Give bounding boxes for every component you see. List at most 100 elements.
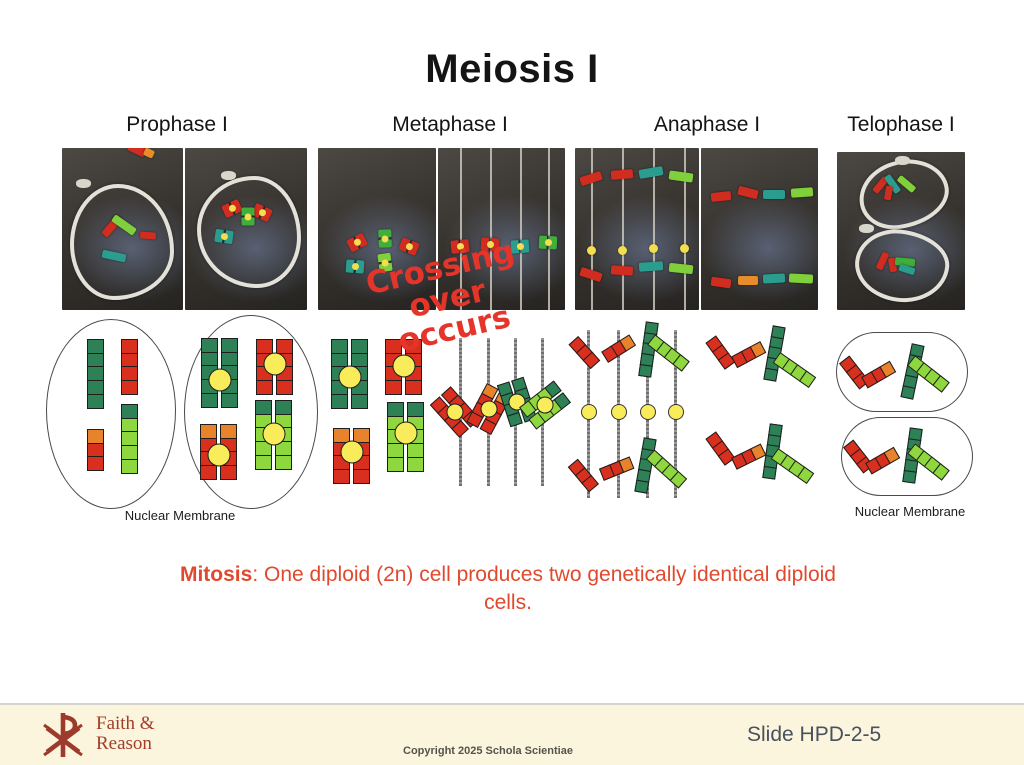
- decor: [770, 448, 815, 485]
- decor: [405, 380, 422, 396]
- chromosome: [567, 458, 600, 493]
- decor: [568, 335, 601, 370]
- decor: [256, 380, 273, 396]
- chromosome: [645, 449, 688, 489]
- decor: [591, 148, 593, 310]
- phase-label-anaphase: Anaphase I: [653, 113, 761, 136]
- decor: [200, 465, 217, 481]
- decor: [221, 171, 236, 180]
- rope-nuclear-membrane: [197, 176, 301, 288]
- chromosome-pair: [387, 402, 424, 472]
- photo-prophase-model-2: [185, 148, 307, 310]
- decor: [737, 185, 759, 200]
- decor: [221, 338, 238, 408]
- phase-label-metaphase: Metaphase I: [392, 113, 508, 136]
- chromosome-pair: [200, 424, 237, 481]
- decor: [87, 393, 104, 409]
- decor: [43, 748, 52, 757]
- chromosome-pair: [331, 339, 368, 409]
- chromosome: [87, 339, 104, 409]
- decor: [142, 148, 156, 159]
- decor: [638, 165, 664, 180]
- decor: [490, 148, 492, 310]
- centromere-dot: [640, 404, 656, 420]
- decor: [353, 469, 370, 485]
- decor: [900, 385, 916, 400]
- photo-anaphase-model-1: [575, 148, 699, 310]
- decor: [275, 454, 292, 470]
- centromere-dot: [668, 404, 684, 420]
- chromosome: [121, 339, 138, 396]
- slide-number: Slide HPD-2-5: [747, 723, 882, 746]
- decor: [668, 170, 694, 183]
- decor: [241, 207, 255, 226]
- decor: [346, 232, 368, 253]
- decor: [220, 465, 237, 481]
- chromosome-pair: [256, 339, 293, 396]
- chromosome: [87, 429, 104, 472]
- decor: [710, 190, 732, 203]
- decor: [87, 339, 104, 409]
- decor: [772, 352, 817, 389]
- decor: [378, 229, 392, 248]
- decor: [333, 469, 350, 485]
- decor: [76, 179, 91, 188]
- decor: [262, 422, 285, 445]
- decor: [276, 380, 293, 396]
- phase-label-prophase: Prophase I: [126, 113, 228, 136]
- decor: [387, 402, 404, 472]
- decor: [387, 456, 404, 472]
- decor: [351, 393, 368, 409]
- brand-wordmark: Faith & Reason: [96, 714, 155, 754]
- centromere-dot: [581, 404, 597, 420]
- decor: [520, 148, 522, 310]
- decor: [121, 404, 138, 474]
- phase-label-telophase: Telophase I: [847, 113, 955, 136]
- decor: [208, 368, 231, 392]
- decor: [207, 443, 230, 467]
- decor: [45, 713, 81, 757]
- decor: [221, 392, 238, 408]
- caption-text: : One diploid (2n) cell produces two gen…: [252, 563, 836, 615]
- decor: [405, 339, 422, 396]
- chromosome-pair: [333, 428, 370, 485]
- nuclear-membrane-label-right: Nuclear Membrane: [854, 504, 966, 519]
- decor: [394, 421, 417, 445]
- decor: [610, 265, 634, 276]
- decor: [738, 276, 758, 285]
- decor: [87, 456, 104, 472]
- decor: [610, 169, 634, 180]
- decor: [340, 440, 363, 464]
- nuclear-membrane-outline: [46, 319, 176, 509]
- rope-nuclear-membrane: [70, 184, 174, 300]
- decor: [649, 244, 658, 253]
- photo-telophase-model: [837, 152, 965, 310]
- decor: [385, 380, 402, 396]
- chromosome: [705, 335, 736, 371]
- decor: [762, 465, 777, 480]
- caption: Mitosis: One diploid (2n) cell produces …: [163, 561, 853, 618]
- photo-anaphase-model-2: [701, 148, 818, 310]
- decor: [763, 367, 779, 382]
- decor: [460, 148, 462, 310]
- decor: [638, 363, 653, 378]
- brand-line2: Reason: [96, 732, 152, 754]
- brand-line1: Faith &: [96, 713, 155, 734]
- decor: [87, 429, 104, 472]
- decor: [43, 723, 83, 757]
- nuclear-membrane-label-left: Nuclear Membrane: [124, 508, 236, 523]
- decor: [902, 469, 917, 484]
- decor: [705, 335, 736, 371]
- chromosome-pair: [385, 339, 422, 396]
- decor: [668, 262, 694, 275]
- decor: [506, 411, 523, 428]
- decor: [74, 723, 83, 732]
- decor: [653, 148, 655, 310]
- decor: [684, 148, 686, 310]
- decor: [622, 148, 624, 310]
- photo-metaphase-model-1: [318, 148, 436, 310]
- decor: [338, 365, 361, 389]
- decor: [45, 726, 81, 754]
- decor: [43, 723, 52, 732]
- decor: [331, 393, 348, 409]
